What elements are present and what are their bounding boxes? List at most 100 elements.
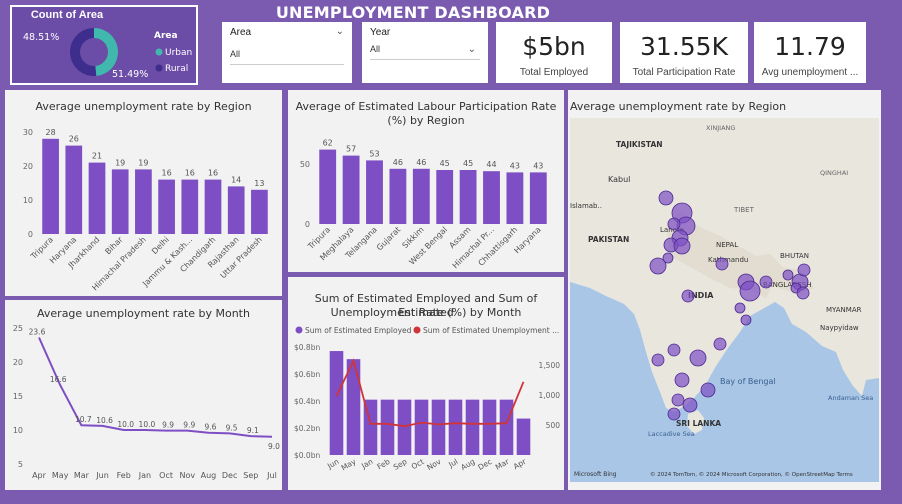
bar[interactable] bbox=[389, 168, 407, 224]
legend-employed-label[interactable]: Sum of Estimated Employed bbox=[305, 326, 412, 335]
bar[interactable] bbox=[412, 168, 430, 224]
map-bubble[interactable] bbox=[674, 372, 690, 388]
y-tick-label: 15 bbox=[13, 392, 23, 401]
map-bubbles bbox=[649, 190, 811, 421]
bar[interactable] bbox=[319, 149, 337, 224]
bar-data-label: 57 bbox=[346, 145, 356, 154]
chevron-down-icon[interactable]: ⌄ bbox=[335, 26, 344, 37]
bar-data-label: 53 bbox=[369, 149, 379, 158]
bar[interactable] bbox=[366, 160, 383, 224]
bar[interactable] bbox=[380, 399, 395, 455]
bar[interactable] bbox=[506, 172, 524, 224]
region-unemployment-panel: Average unemployment rate by Region 0 10 2… bbox=[5, 90, 282, 296]
bar-data-label: 45 bbox=[440, 159, 450, 168]
legend-urban-label[interactable]: Urban bbox=[165, 48, 192, 58]
bar[interactable] bbox=[42, 138, 59, 234]
month-unemployment-line-chart[interactable]: 5 10 15 20 25 23.6 Apr 16.6 May 10.7 Mar 10.6 Jun 10.… bbox=[5, 300, 282, 490]
area-slicer-value[interactable]: All bbox=[230, 49, 344, 65]
donut-legend-title: Area bbox=[154, 31, 178, 41]
donut-slice-urban[interactable] bbox=[94, 28, 119, 76]
year-slicer[interactable]: Year All ⌄ bbox=[362, 22, 488, 83]
map-bubble[interactable] bbox=[734, 302, 746, 314]
point-data-label: 23.6 bbox=[29, 328, 46, 337]
year-slicer-value[interactable]: All bbox=[370, 44, 480, 60]
map-bubble[interactable] bbox=[662, 252, 674, 264]
legend-unemp-dot bbox=[413, 326, 421, 334]
bar[interactable] bbox=[251, 189, 268, 234]
y-tick-label-right: 1,500 bbox=[539, 361, 561, 370]
bar[interactable] bbox=[397, 399, 412, 455]
map-bubble[interactable] bbox=[667, 343, 681, 357]
line-series[interactable] bbox=[38, 337, 273, 438]
bar[interactable] bbox=[158, 179, 175, 234]
bar[interactable] bbox=[414, 399, 429, 455]
legend-unemp-label[interactable]: Sum of Estimated Unemployment ... bbox=[423, 326, 559, 335]
region-map-panel: Average unemployment rate by Region TAJI… bbox=[568, 90, 881, 490]
map-bubble[interactable] bbox=[682, 397, 698, 413]
map-bubble[interactable] bbox=[715, 257, 729, 271]
bar[interactable] bbox=[227, 186, 245, 234]
bar[interactable] bbox=[111, 169, 129, 234]
map-bubble[interactable] bbox=[667, 407, 681, 421]
map-bubble[interactable] bbox=[797, 263, 811, 277]
region-map[interactable]: TAJIKISTAN Kabul PAKISTAN Lahore TIBET N… bbox=[570, 118, 879, 482]
map-label-bhutan: BHUTAN bbox=[780, 252, 809, 260]
bar[interactable] bbox=[346, 359, 361, 455]
x-tick-label: Jun bbox=[95, 471, 109, 480]
bar[interactable] bbox=[529, 172, 547, 224]
map-label-laccadive-sea: Laccadive Sea bbox=[648, 430, 695, 438]
map-label-tibet: TIBET bbox=[733, 206, 755, 214]
dashboard-title: UNEMPLOYMENT DASHBOARD bbox=[275, 3, 551, 22]
map-bubble[interactable] bbox=[740, 314, 752, 326]
bar[interactable] bbox=[482, 399, 497, 455]
map-attribution-copyright[interactable]: © 2024 TomTom, © 2024 Microsoft Corporat… bbox=[650, 471, 853, 478]
x-tick-label: Dec bbox=[222, 471, 237, 480]
bar[interactable] bbox=[483, 171, 500, 224]
point-data-label: 9.9 bbox=[183, 421, 195, 430]
bar[interactable] bbox=[329, 351, 344, 455]
kpi-caption: Total Employed bbox=[519, 67, 589, 78]
map-bubble[interactable] bbox=[782, 269, 794, 281]
map-bubble[interactable] bbox=[739, 280, 761, 302]
line-series[interactable] bbox=[335, 358, 525, 428]
legend-rural-label[interactable]: Rural bbox=[165, 64, 188, 74]
map-bubble[interactable] bbox=[689, 349, 707, 367]
x-tick-label: May bbox=[340, 457, 358, 473]
bar[interactable] bbox=[135, 169, 152, 234]
bar[interactable] bbox=[459, 170, 477, 224]
map-bubble[interactable] bbox=[700, 382, 716, 398]
bar[interactable] bbox=[465, 399, 480, 455]
bar[interactable] bbox=[204, 179, 222, 234]
employed-combo-chart[interactable]: Sum of Estimated Employed Sum of Estimat… bbox=[288, 277, 564, 490]
participation-bar-chart[interactable]: 05062Tripura57Meghalaya53Telangana46Guja… bbox=[288, 90, 564, 272]
area-donut-chart[interactable]: 48.51% 51.49% Area Urban Rural bbox=[12, 7, 198, 85]
map-bubble[interactable] bbox=[796, 286, 810, 300]
x-tick-label: Nov bbox=[425, 457, 443, 472]
bar[interactable] bbox=[88, 162, 106, 234]
bar[interactable] bbox=[342, 155, 360, 224]
map-bubble[interactable] bbox=[673, 237, 691, 255]
kpi-total-employed: $5bn Total Employed bbox=[496, 22, 612, 83]
x-tick-label: Jun bbox=[325, 457, 341, 471]
chevron-down-icon[interactable]: ⌄ bbox=[467, 44, 476, 55]
map-bubble[interactable] bbox=[759, 275, 773, 289]
y-tick-label: 20 bbox=[13, 358, 23, 367]
bar[interactable] bbox=[431, 399, 446, 455]
map-bubble[interactable] bbox=[667, 217, 681, 231]
map-bubble[interactable] bbox=[651, 353, 665, 367]
map-bubble[interactable] bbox=[671, 393, 685, 407]
bar[interactable] bbox=[448, 399, 463, 455]
donut-slice-rural[interactable] bbox=[70, 28, 97, 76]
area-slicer[interactable]: Area ⌄ All bbox=[222, 22, 352, 83]
bar[interactable] bbox=[516, 418, 531, 455]
map-bubble[interactable] bbox=[649, 257, 667, 275]
bar[interactable] bbox=[436, 170, 454, 224]
map-bubble[interactable] bbox=[658, 190, 674, 206]
map-bubble[interactable] bbox=[713, 337, 727, 351]
bar[interactable] bbox=[181, 179, 199, 234]
map-bubble[interactable] bbox=[681, 289, 695, 303]
donut-title: Count of Area bbox=[30, 9, 104, 21]
bar[interactable] bbox=[65, 145, 83, 234]
bar[interactable] bbox=[499, 399, 514, 455]
